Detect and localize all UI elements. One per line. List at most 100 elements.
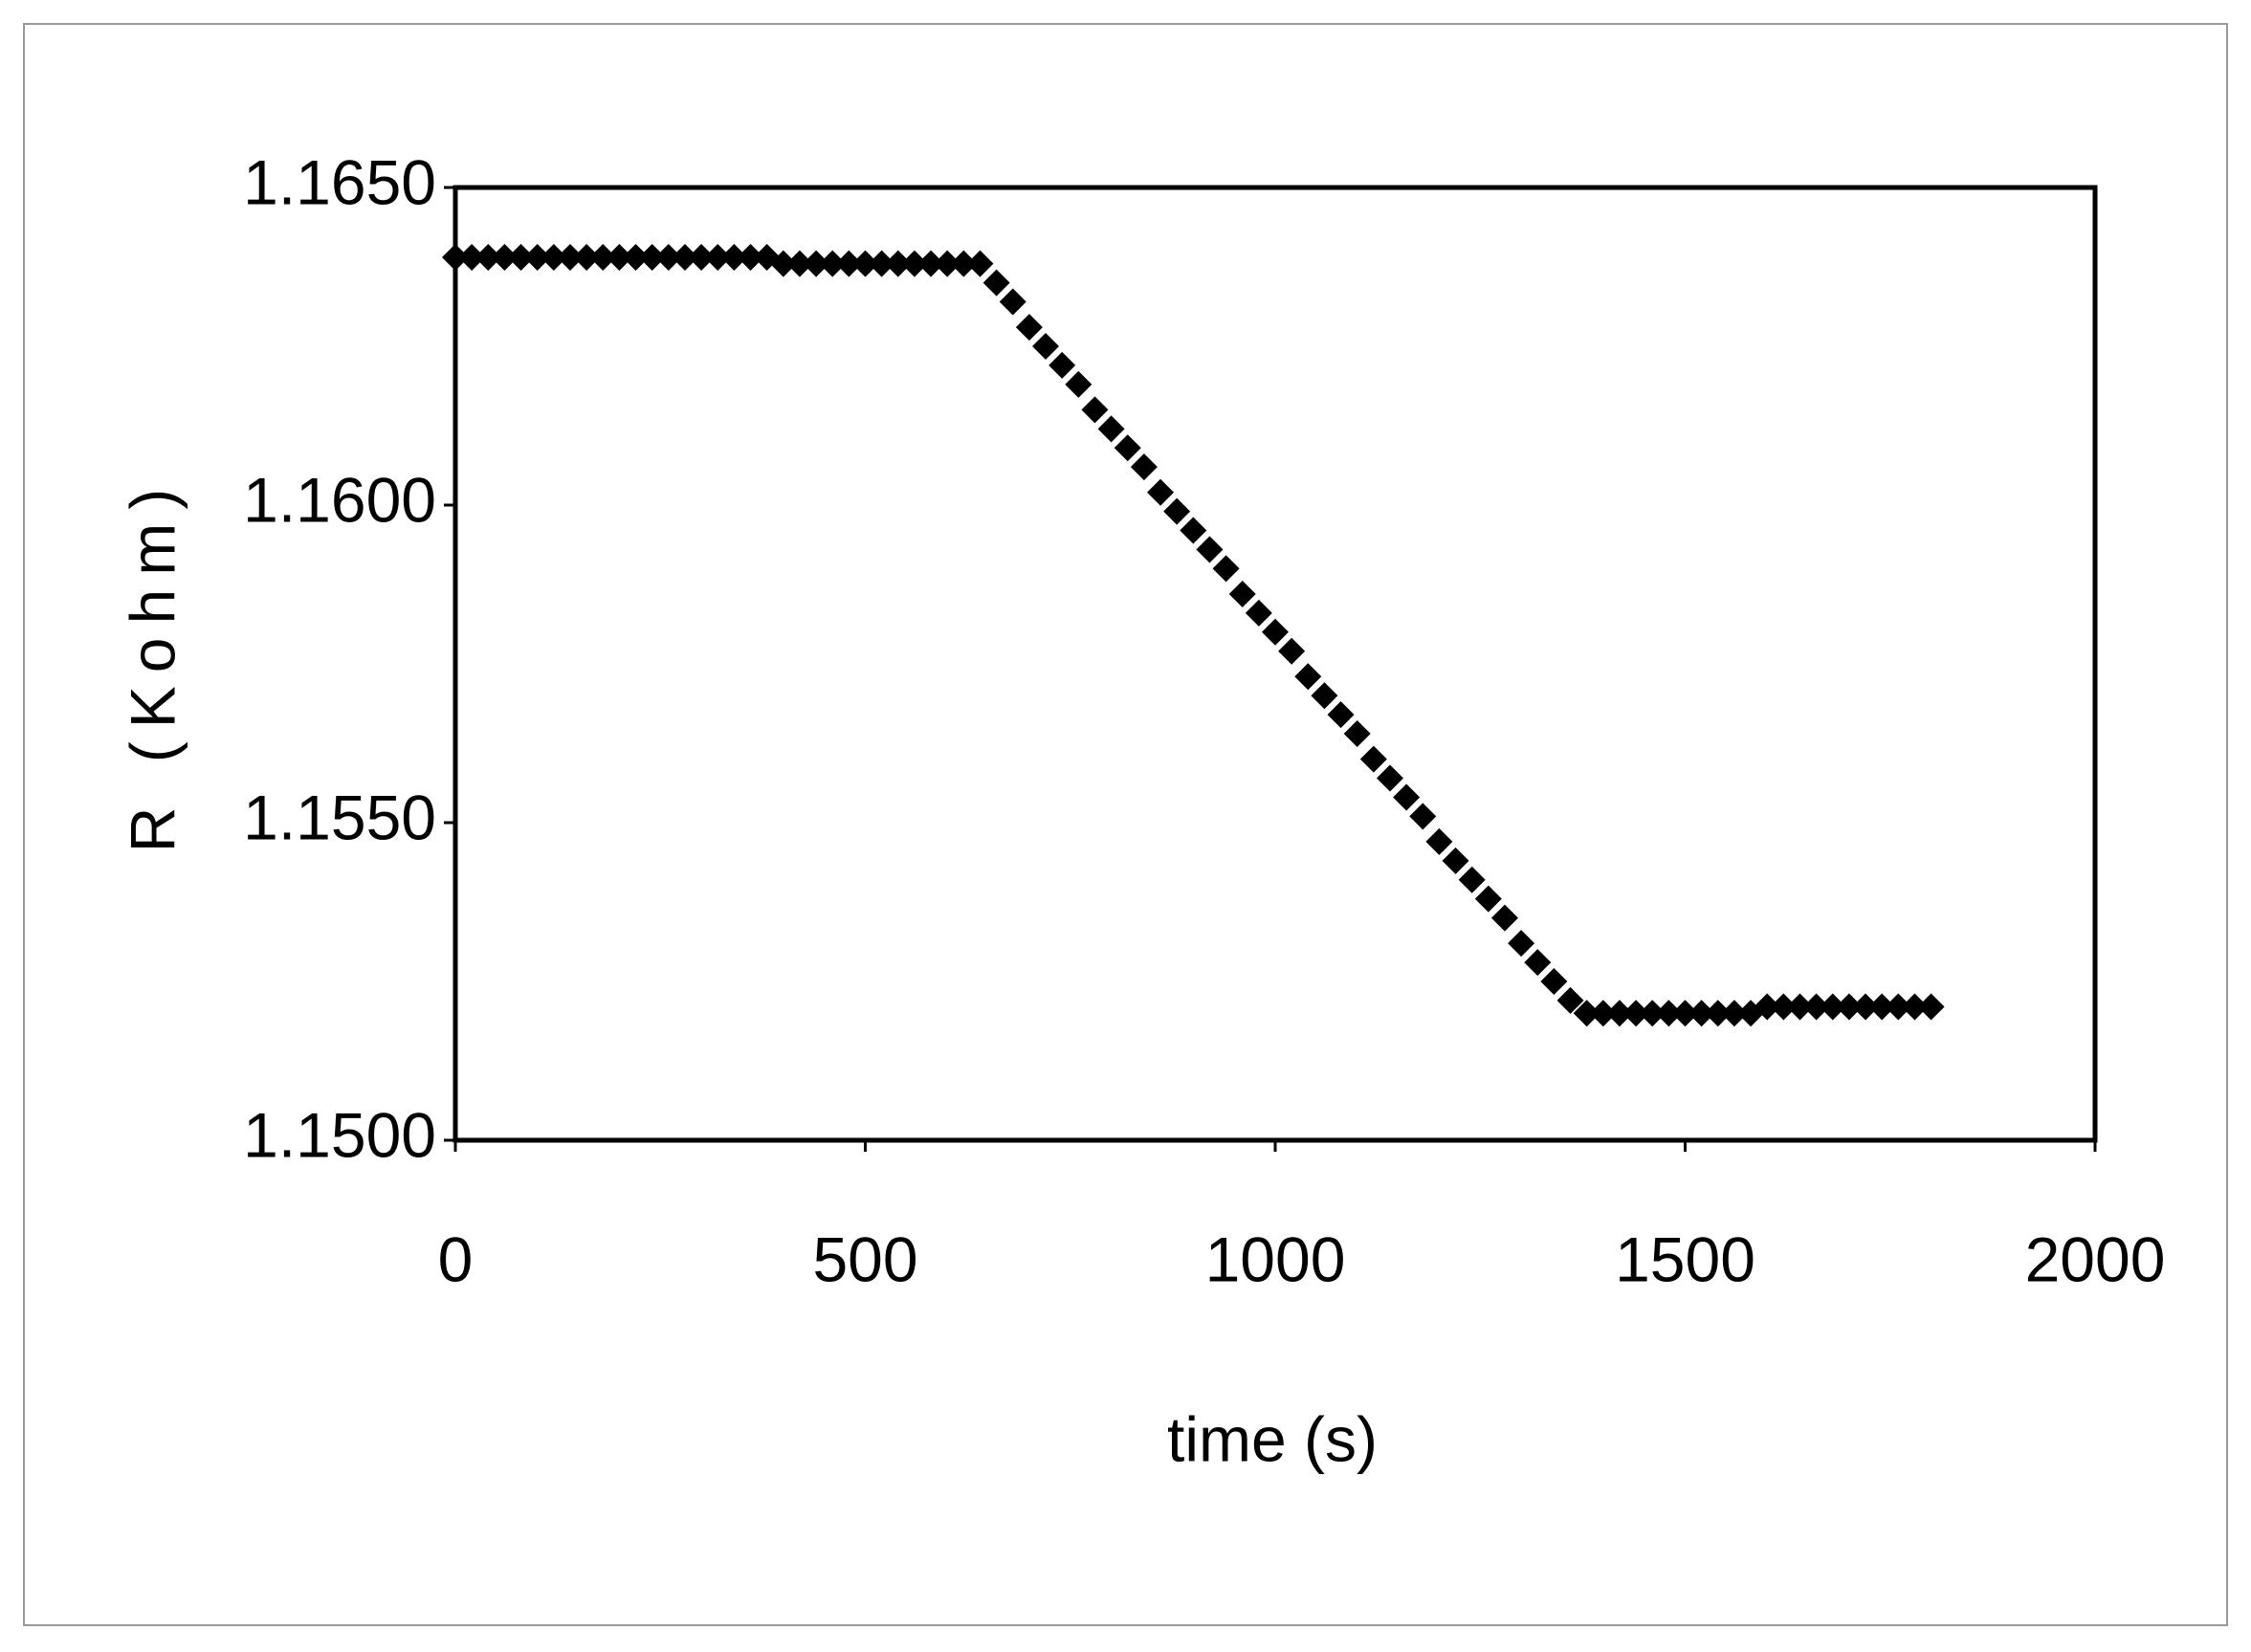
marker — [1885, 993, 1912, 1021]
marker — [1359, 745, 1387, 773]
marker — [1720, 1000, 1748, 1027]
marker — [704, 244, 732, 272]
y-axis-label: R (Kohm) — [117, 475, 188, 852]
marker — [1228, 580, 1256, 607]
marker — [1786, 993, 1814, 1021]
marker — [1212, 555, 1240, 583]
marker — [458, 244, 486, 272]
marker — [1540, 968, 1568, 995]
x-tick-label: 1000 — [1205, 1223, 1346, 1294]
y-tick-label: 1.1550 — [243, 782, 436, 852]
marker — [1114, 434, 1141, 462]
marker — [442, 244, 469, 272]
marker — [474, 244, 502, 272]
x-tick-label: 0 — [438, 1223, 474, 1294]
marker — [1343, 720, 1371, 748]
marker — [1754, 993, 1781, 1021]
marker — [1524, 949, 1552, 977]
marker — [917, 250, 945, 277]
marker — [622, 244, 650, 272]
marker — [573, 244, 601, 272]
marker — [868, 250, 895, 277]
marker — [1262, 618, 1289, 646]
marker — [589, 244, 617, 272]
marker — [1917, 993, 1945, 1021]
marker — [803, 250, 830, 277]
marker — [1901, 993, 1929, 1021]
x-tick-label: 2000 — [2025, 1223, 2166, 1294]
marker — [1556, 986, 1584, 1014]
marker — [1097, 415, 1125, 443]
marker — [1163, 497, 1191, 525]
marker — [1573, 1000, 1600, 1027]
marker — [884, 250, 912, 277]
marker — [999, 288, 1026, 316]
marker — [1655, 1000, 1683, 1027]
marker — [1704, 1000, 1732, 1027]
marker — [1081, 396, 1109, 424]
marker — [1868, 993, 1896, 1021]
chart-border — [23, 23, 2228, 1626]
marker — [1048, 351, 1076, 379]
marker — [1819, 993, 1846, 1021]
marker — [507, 244, 535, 272]
marker — [1508, 930, 1535, 958]
marker — [1311, 682, 1338, 710]
marker — [1130, 453, 1158, 481]
marker — [1327, 701, 1355, 729]
marker — [1376, 764, 1403, 792]
marker — [606, 244, 633, 272]
marker — [1032, 333, 1060, 360]
marker — [1639, 1000, 1666, 1027]
marker — [982, 269, 1010, 297]
marker — [523, 244, 551, 272]
marker — [1622, 1000, 1650, 1027]
marker — [1442, 847, 1469, 874]
marker — [1605, 1000, 1633, 1027]
marker — [1490, 904, 1518, 932]
marker — [966, 250, 994, 277]
y-tick-label: 1.1650 — [243, 146, 436, 217]
marker — [1589, 1000, 1617, 1027]
x-axis-label: time (s) — [1167, 1403, 1378, 1474]
marker — [1770, 993, 1798, 1021]
marker — [1458, 866, 1486, 893]
marker — [688, 244, 716, 272]
marker — [900, 250, 928, 277]
x-tick-label: 500 — [812, 1223, 917, 1294]
marker — [1852, 993, 1880, 1021]
y-tick-label: 1.1600 — [243, 464, 436, 535]
marker — [1409, 803, 1437, 830]
marker — [737, 244, 764, 272]
marker — [1196, 536, 1224, 563]
y-tick-label: 1.1500 — [243, 1099, 436, 1170]
marker — [720, 244, 748, 272]
marker — [950, 250, 978, 277]
marker — [785, 250, 813, 277]
marker — [638, 244, 666, 272]
x-tick-label: 1500 — [1615, 1223, 1755, 1294]
marker — [654, 244, 682, 272]
marker — [1393, 783, 1421, 811]
marker — [491, 244, 519, 272]
marker — [1278, 637, 1306, 665]
marker — [556, 244, 584, 272]
marker — [769, 250, 797, 277]
marker — [1180, 517, 1207, 544]
marker — [1425, 827, 1453, 855]
marker — [540, 244, 567, 272]
marker — [1835, 993, 1863, 1021]
marker — [851, 250, 879, 277]
marker — [819, 250, 847, 277]
marker — [671, 244, 698, 272]
marker — [1671, 1000, 1699, 1027]
marker — [1015, 314, 1043, 341]
marker — [1688, 1000, 1715, 1027]
marker — [1245, 599, 1272, 627]
marker — [934, 250, 961, 277]
marker — [835, 250, 863, 277]
marker — [1294, 663, 1322, 691]
marker — [1147, 478, 1175, 506]
marker — [1474, 885, 1502, 913]
